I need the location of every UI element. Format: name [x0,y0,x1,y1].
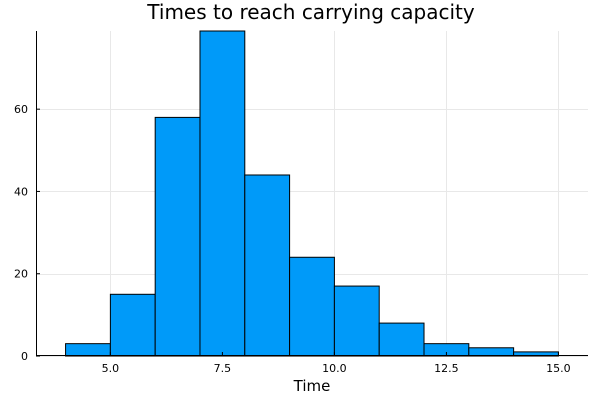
histogram-bar [109,293,156,357]
histogram-bar [244,174,291,357]
histogram-bar [378,322,425,357]
y-tick-label: 40 [14,185,28,198]
x-tick-label: 10.0 [322,362,347,375]
histogram-bar [199,30,246,357]
histogram-bar [289,256,335,357]
x-tick-label: 12.5 [434,362,459,375]
y-tick-labels: 0 20 40 60 [14,103,40,363]
histogram-bar [468,347,515,357]
y-tick-label: 0 [21,350,28,363]
chart-title: Times to reach carrying capacity [146,0,475,24]
x-axis-label: Time [293,377,331,395]
histogram-bars [65,30,559,357]
x-tick-label: 15.0 [546,362,571,375]
x-tick-label: 7.5 [214,362,232,375]
histogram-bar [154,116,201,357]
histogram-bar [65,343,111,357]
y-tick-label: 20 [14,268,28,281]
y-tick-label: 60 [14,103,28,116]
x-tick-label: 5.0 [102,362,120,375]
axes [36,31,588,356]
x-tick-labels: 5.0 7.5 10.0 12.5 15.0 [102,352,571,375]
histogram-bar [333,285,380,357]
